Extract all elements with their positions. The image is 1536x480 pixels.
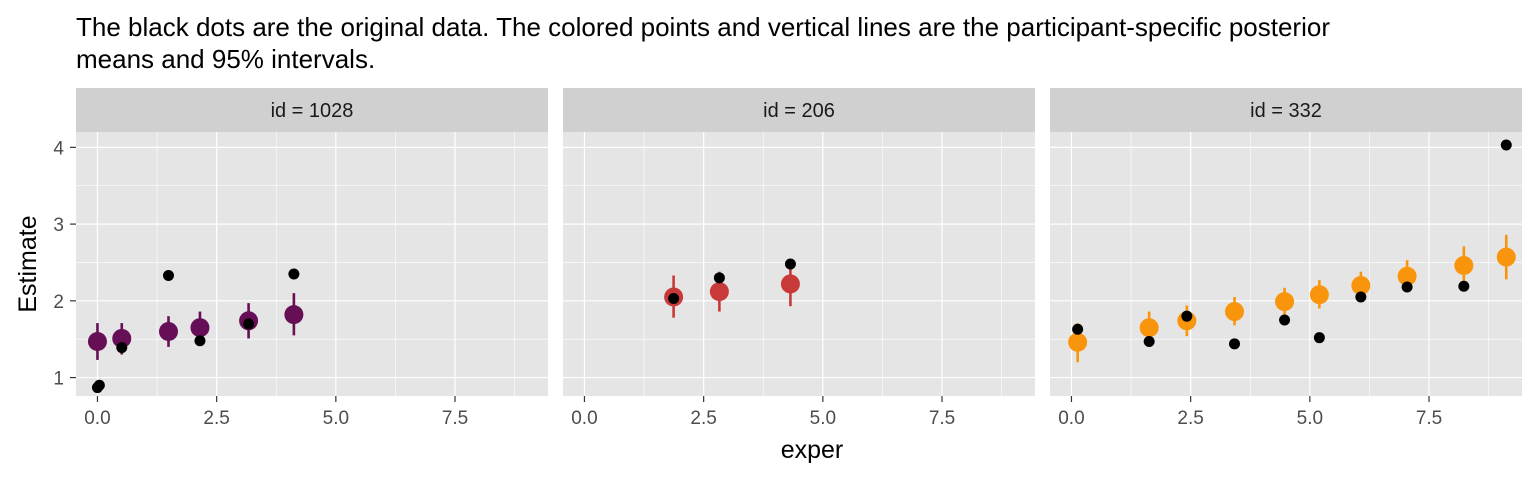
observed-data-point — [1401, 281, 1413, 293]
posterior-mean-point — [780, 274, 800, 294]
x-tick-label: 5.0 — [323, 408, 349, 429]
observed-data-point — [1279, 314, 1291, 326]
facet-strip-label: id = 1028 — [271, 100, 354, 122]
posterior-mean-point — [1275, 292, 1295, 312]
posterior-mean-point — [1351, 275, 1371, 295]
chart-title-line-2: means and 95% intervals. — [76, 44, 375, 74]
facet-strip-label: id = 206 — [763, 100, 835, 122]
panel-background — [1050, 132, 1522, 396]
observed-data-point — [713, 272, 725, 284]
posterior-mean-point — [87, 332, 107, 352]
observed-data-point — [1181, 310, 1193, 322]
facet-panel-2: id = 206 0.0 2.5 5.0 7.5 — [563, 88, 1035, 429]
observed-data-point — [1458, 280, 1470, 292]
y-axis-title: Estimate — [14, 215, 42, 312]
posterior-mean-point — [709, 282, 729, 302]
observed-data-point — [784, 258, 796, 270]
observed-data-point — [1072, 323, 1084, 335]
panel-background — [563, 132, 1035, 396]
x-tick-label: 5.0 — [810, 408, 836, 429]
observed-data-point — [116, 342, 128, 354]
y-tick-label: 4 — [53, 138, 64, 159]
x-tick-label: 0.0 — [1058, 408, 1084, 429]
observed-data-point — [194, 335, 206, 347]
y-axis: 1 2 3 4 — [53, 138, 76, 390]
posterior-mean-point — [1496, 247, 1516, 267]
x-tick-label: 7.5 — [442, 408, 468, 429]
panel-background — [76, 132, 548, 396]
posterior-mean-point — [1068, 332, 1088, 352]
x-tick-label: 2.5 — [203, 408, 229, 429]
observed-data-point — [1313, 332, 1325, 344]
x-tick-label: 2.5 — [690, 408, 716, 429]
posterior-mean-point — [158, 322, 178, 342]
observed-data-point — [162, 270, 174, 282]
x-tick-label: 7.5 — [1416, 408, 1442, 429]
posterior-mean-point — [1454, 256, 1474, 276]
posterior-mean-point — [112, 328, 132, 348]
posterior-mean-point — [1139, 318, 1159, 338]
observed-data-point — [1500, 139, 1512, 151]
x-tick-label: 2.5 — [1177, 408, 1203, 429]
x-axis-title: exper — [781, 436, 844, 464]
observed-data-point — [1143, 336, 1155, 348]
facet-panels: id = 1028 0.0 2.5 5.0 7.5 id = 206 0.0 2.5 5.0 7.… — [76, 88, 1522, 429]
facet-strip-label: id = 332 — [1250, 100, 1322, 122]
chart-title-line-1: The black dots are the original data. Th… — [76, 12, 1330, 42]
observed-data-point — [243, 318, 255, 330]
facet-strip — [1050, 88, 1522, 132]
facet-panel-3: id = 332 0.0 2.5 5.0 7.5 — [1050, 88, 1522, 429]
y-tick-label: 2 — [53, 292, 64, 313]
observed-data-point — [1229, 338, 1241, 350]
x-tick-label: 0.0 — [84, 408, 110, 429]
posterior-mean-point — [1309, 285, 1329, 305]
facet-strip — [76, 88, 548, 132]
posterior-mean-point — [190, 318, 210, 338]
posterior-mean-point — [1225, 302, 1245, 322]
x-tick-label: 7.5 — [929, 408, 955, 429]
facet-strip — [563, 88, 1035, 132]
posterior-mean-point — [284, 305, 304, 325]
posterior-mean-point — [1397, 266, 1417, 286]
facet-panel-1: id = 1028 0.0 2.5 5.0 7.5 — [76, 88, 548, 429]
y-tick-label: 1 — [53, 369, 64, 390]
observed-data-point — [93, 379, 105, 391]
observed-data-point — [1355, 291, 1367, 303]
x-tick-label: 5.0 — [1297, 408, 1323, 429]
y-tick-label: 3 — [53, 215, 64, 236]
x-tick-label: 0.0 — [571, 408, 597, 429]
observed-data-point — [668, 293, 680, 305]
observed-data-point — [288, 268, 300, 280]
